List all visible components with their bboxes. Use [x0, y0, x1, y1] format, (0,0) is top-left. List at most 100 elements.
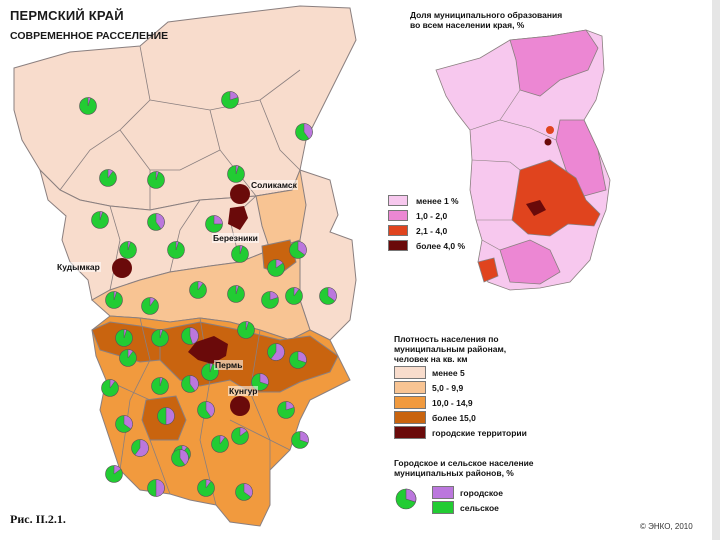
pie-urban-slice	[275, 259, 284, 269]
urban-berezniki	[228, 206, 248, 230]
share-legend: менее 1 % 1,0 - 2,0 2,1 - 4,0 более 4,0 …	[388, 192, 465, 252]
population-legend-item: сельское	[432, 501, 503, 514]
pie-urban-slice	[299, 431, 309, 443]
density-title-line1: Плотность населения по	[394, 334, 499, 344]
pie-urban-slice	[155, 171, 159, 181]
pie-urban-slice	[239, 427, 248, 437]
district-pie	[115, 329, 133, 347]
district-pie	[99, 169, 117, 187]
pie-urban-slice	[127, 241, 131, 251]
district-pie	[289, 241, 307, 259]
district-pie	[289, 351, 307, 369]
share-legend-title: Доля муниципального образования во всем …	[410, 10, 610, 30]
pie-urban-slice	[270, 343, 285, 361]
district-pie	[267, 259, 285, 277]
district-pie	[231, 427, 249, 445]
pie-urban-slice	[175, 241, 179, 251]
inset-region-upper	[509, 29, 599, 97]
share-swatch-2	[388, 225, 408, 236]
pie-urban-slice	[99, 211, 103, 221]
district-pie	[277, 401, 295, 419]
figure-caption: Рис. II.2.1.	[10, 512, 66, 526]
district-pie	[189, 281, 207, 299]
urban-swatch	[432, 486, 454, 499]
urban-kudymkar	[112, 258, 132, 278]
pie-urban-slice	[229, 91, 239, 101]
district-pie	[181, 375, 199, 393]
pie-urban-slice	[293, 287, 300, 297]
sample-pie-icon	[395, 488, 417, 510]
label-kudymkar: Кудымкар	[56, 262, 101, 272]
district-pie	[227, 165, 245, 183]
district-pie	[105, 291, 123, 309]
label-berezniki: Березники	[212, 233, 259, 243]
map-subtitle: СОВРЕМЕННОЕ РАССЕЛЕНИЕ	[10, 30, 169, 42]
pie-urban-slice	[179, 449, 189, 466]
district-pie	[79, 97, 97, 115]
district-pie	[167, 241, 185, 259]
district-pie	[295, 123, 313, 141]
district-pie	[141, 297, 159, 315]
pie-urban-slice	[285, 401, 295, 411]
pie-urban-slice	[213, 215, 223, 225]
share-label-1: 1,0 - 2,0	[416, 210, 448, 221]
population-legend: Городское и сельское население муниципал…	[394, 458, 534, 514]
map-title: ПЕРМСКИЙ КРАЙ	[10, 8, 124, 23]
pie-urban-slice	[155, 479, 165, 497]
share-label-3: более 4,0 %	[416, 240, 466, 251]
district-pie	[221, 91, 239, 109]
share-title-line1: Доля муниципального образования	[410, 10, 563, 20]
district-pie	[205, 215, 223, 233]
pie-urban-slice	[327, 287, 337, 302]
pie-urban-slice	[107, 169, 114, 179]
density-legend-item: 5,0 - 9,9	[394, 381, 527, 394]
pie-urban-slice	[303, 123, 313, 140]
share-swatch-3	[388, 240, 408, 251]
inset-region-sw	[477, 257, 499, 283]
share-legend-item: менее 1 %	[388, 194, 465, 207]
pie-urban-slice	[259, 373, 269, 385]
district-pie	[197, 401, 215, 419]
density-swatch-1	[394, 381, 426, 394]
pie-urban-slice	[297, 241, 307, 256]
district-pie	[151, 377, 169, 395]
urban-perm	[188, 336, 228, 364]
density-title-line3: человек на кв. км	[394, 354, 468, 364]
region-east	[299, 169, 357, 341]
pie-urban-slice	[235, 285, 239, 295]
population-legend-row: городское сельское	[394, 484, 534, 514]
share-label-0: менее 1 %	[416, 195, 459, 206]
inset-region-red	[511, 159, 601, 237]
pie-urban-slice	[123, 415, 133, 430]
pie-urban-slice	[197, 281, 204, 291]
pie-urban-slice	[123, 329, 127, 339]
pie-urban-slice	[159, 329, 163, 339]
population-title-line1: Городское и сельское население	[394, 458, 534, 468]
district-pie	[227, 285, 245, 303]
inset-region-mid2	[499, 239, 561, 285]
pie-urban-slice	[205, 401, 215, 418]
district-pie	[267, 343, 285, 361]
density-label-2: 10,0 - 14,9	[432, 397, 473, 408]
district-pie	[147, 171, 165, 189]
urban-label: городское	[460, 487, 503, 498]
district-pie	[211, 435, 229, 453]
inset-region-perm	[526, 200, 546, 216]
pie-urban-slice	[113, 465, 122, 475]
population-legend-item: городское	[432, 486, 503, 499]
copyright: © ЭНКО, 2010	[640, 522, 693, 531]
density-legend-item: 10,0 - 14,9	[394, 396, 527, 409]
density-legend: Плотность населения по муниципальным рай…	[394, 334, 527, 439]
urban-territories	[112, 184, 250, 416]
label-kungur: Кунгур	[228, 386, 259, 396]
district-pie	[231, 245, 249, 263]
share-swatch-1	[388, 210, 408, 221]
inset-map	[435, 29, 611, 291]
pie-urban-slice	[219, 435, 226, 445]
urban-solikamsk	[230, 184, 250, 204]
page-edge	[712, 0, 720, 540]
density-swatch-2	[394, 396, 426, 409]
district-pie	[131, 439, 149, 457]
pie-urban-slice	[269, 291, 279, 301]
